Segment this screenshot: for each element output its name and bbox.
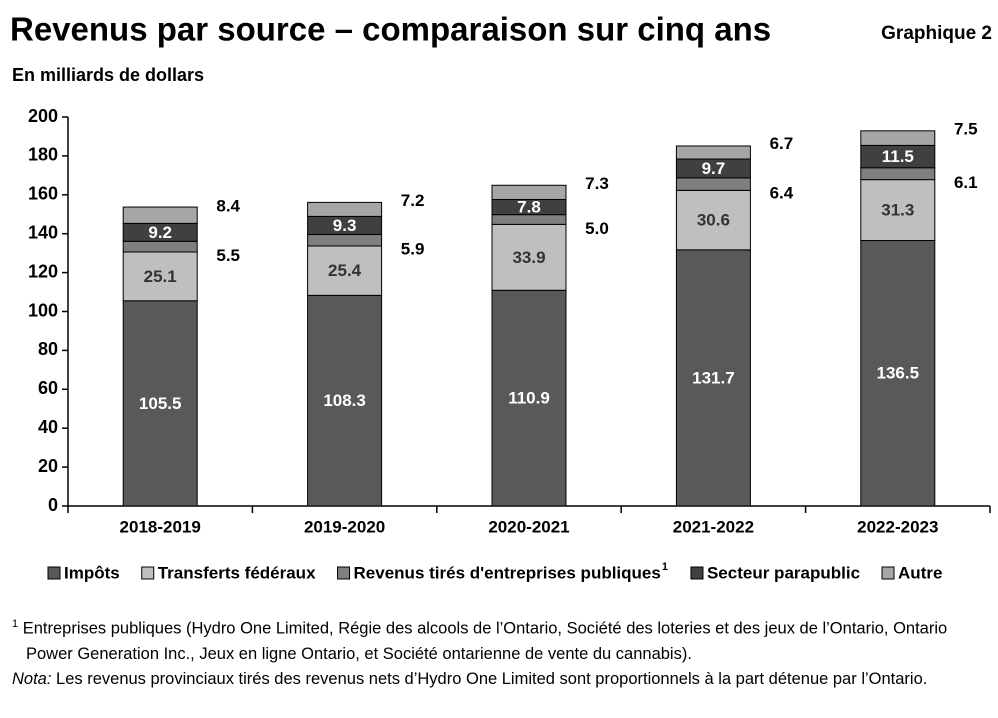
data-label: 33.9 (512, 248, 545, 267)
data-label: 105.5 (139, 394, 182, 413)
data-label: 25.4 (328, 261, 362, 280)
data-label: 136.5 (877, 364, 920, 383)
x-tick-label: 2019-2020 (304, 517, 385, 536)
y-tick-label: 0 (48, 495, 58, 515)
data-label: 7.8 (517, 198, 541, 217)
x-tick-label: 2018-2019 (120, 517, 201, 536)
data-label: 5.9 (401, 240, 425, 259)
data-label: 6.1 (954, 173, 978, 192)
legend: Impôts Transferts fédéraux Revenus tirés d… (47, 561, 942, 582)
y-tick-label: 100 (28, 300, 58, 320)
bar-segment (675, 189, 751, 251)
data-label: 5.0 (585, 219, 609, 238)
data-label: 7.5 (954, 120, 978, 139)
footnote-mark: 1 (12, 618, 19, 630)
bar-segment (860, 167, 936, 181)
y-tick-label: 160 (28, 184, 58, 204)
bar-segment (491, 289, 567, 507)
y-tick-label: 20 (38, 456, 58, 476)
y-tick-label: 140 (28, 222, 58, 242)
footnote: 1 Entreprises publiques (Hydro One Limit… (12, 612, 987, 667)
data-label: 6.7 (770, 134, 794, 153)
bar-segment (491, 184, 567, 200)
data-label: 9.7 (702, 159, 726, 178)
bar-segment (307, 201, 383, 217)
legend-swatch (141, 566, 155, 580)
note: Nota: Les revenus provinciaux tirés des … (12, 667, 987, 692)
y-tick-label: 180 (28, 145, 58, 165)
bar-segment (675, 249, 751, 507)
chart-title: Revenus par source – comparaison sur cin… (10, 11, 771, 48)
bar-segment (122, 251, 198, 302)
legend-swatch (881, 566, 895, 580)
data-label: 7.3 (585, 174, 609, 193)
y-tick-label: 40 (38, 417, 58, 437)
bar-segment (860, 130, 936, 146)
data-label: 11.5 (882, 147, 914, 166)
data-label: 131.7 (692, 368, 735, 387)
chart-number: Graphique 2 (881, 23, 992, 44)
note-label: Nota: (12, 669, 52, 688)
data-label: 8.4 (216, 197, 240, 216)
legend-label: Impôts (64, 563, 120, 582)
data-label: 108.3 (323, 391, 366, 410)
bar-segment (675, 177, 751, 191)
y-tick-label: 60 (38, 378, 58, 398)
y-tick-label: 200 (28, 106, 58, 126)
data-label: 30.6 (697, 211, 730, 230)
bar-segment (122, 206, 198, 224)
bar-segment (307, 233, 383, 247)
x-tick-label: 2020-2021 (488, 517, 569, 536)
bar-segment (307, 294, 383, 507)
chart: Revenus par source – comparaison sur cin… (10, 11, 992, 583)
data-label: 5.5 (216, 246, 240, 265)
y-tick-label: 80 (38, 339, 58, 359)
legend-label: Autre (898, 563, 942, 582)
note-text: Les revenus provinciaux tirés des revenu… (56, 669, 928, 688)
data-label: 6.4 (770, 184, 794, 203)
data-label: 31.3 (881, 201, 914, 220)
bar-segment (675, 145, 751, 160)
data-label: 7.2 (401, 191, 425, 210)
x-tick-label: 2021-2022 (673, 517, 754, 536)
bar-segment (860, 179, 936, 242)
legend-label: Transferts fédéraux (158, 563, 316, 582)
legend-swatch (337, 566, 351, 580)
legend-swatch (690, 566, 704, 580)
legend-swatch (47, 566, 61, 580)
x-tick-label: 2022-2023 (857, 517, 938, 536)
data-label: 110.9 (508, 389, 550, 408)
y-tick-label: 120 (28, 261, 58, 281)
bar-segment (122, 240, 198, 253)
chart-subtitle: En milliards de dollars (12, 65, 204, 85)
data-label: 9.2 (148, 223, 172, 242)
data-label: 9.3 (333, 216, 357, 235)
legend-footnote-mark: 1 (662, 561, 668, 573)
notes: 1 Entreprises publiques (Hydro One Limit… (12, 612, 987, 692)
legend-label: Revenus tirés d'entreprises publiques (354, 563, 661, 582)
data-label: 25.1 (144, 267, 177, 286)
footnote-text: Entreprises publiques (Hydro One Limited… (22, 619, 948, 663)
legend-label: Secteur parapublic (707, 563, 860, 582)
